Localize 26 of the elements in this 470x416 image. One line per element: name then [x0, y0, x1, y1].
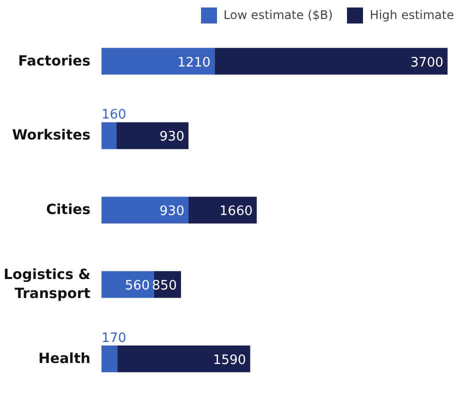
total-label: 850 [152, 278, 177, 294]
total-label: 3700 [410, 55, 444, 70]
y-tick-label: Cities [46, 202, 91, 218]
total-label: 1590 [212, 352, 246, 368]
total-label: 930 [160, 130, 184, 145]
y-tick-label: Factories [18, 53, 91, 70]
data-label: 560 [124, 278, 150, 294]
data-label: 1210 [177, 55, 211, 70]
bar [102, 271, 154, 298]
bar [188, 196, 257, 224]
bar [102, 48, 215, 75]
y-tick-label: Worksites [12, 128, 91, 144]
bar [214, 48, 448, 75]
bar [102, 345, 118, 372]
bar [116, 122, 188, 150]
legend-label: High estimate [370, 8, 454, 22]
bar [102, 196, 188, 224]
bar [117, 345, 250, 372]
legend-label: Low estimate ($B) [224, 8, 333, 22]
data-label: 170 [102, 330, 126, 346]
bar [102, 122, 116, 150]
total-label: 1660 [220, 204, 253, 220]
data-label: 160 [102, 108, 126, 123]
y-tick-label: Health [38, 350, 91, 367]
y-tick-label: Logistics & Transport [4, 266, 91, 302]
data-label: 930 [160, 204, 184, 220]
